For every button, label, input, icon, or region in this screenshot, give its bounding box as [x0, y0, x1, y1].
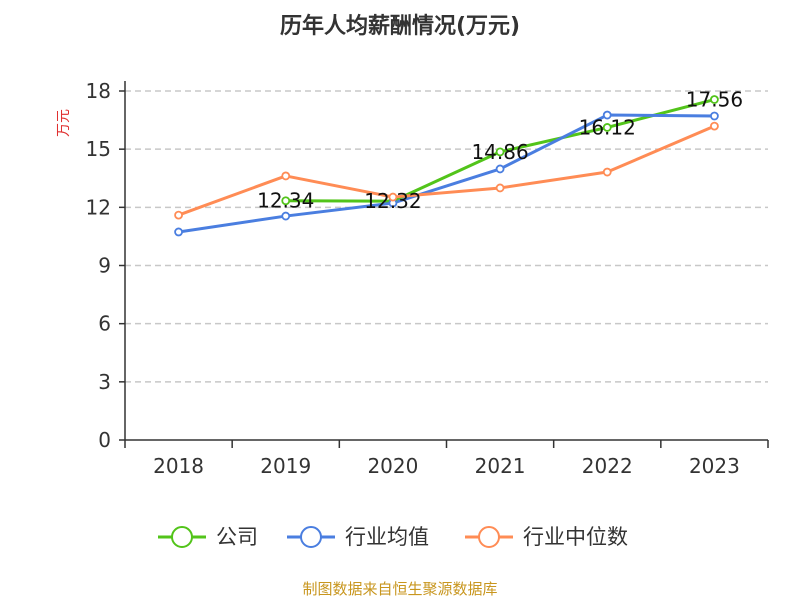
legend-marker-icon	[300, 526, 322, 548]
y-tick-label: 0	[98, 428, 111, 452]
data-point	[174, 227, 183, 237]
data-label: 17.56	[686, 88, 743, 112]
x-tick-label: 2021	[475, 454, 526, 478]
x-tick-label: 2022	[582, 454, 633, 478]
y-tick-label: 3	[98, 370, 111, 394]
data-point	[174, 210, 183, 220]
y-tick-label: 9	[98, 254, 111, 278]
legend-item-2[interactable]: 行业中位数	[465, 525, 628, 549]
data-point	[710, 95, 719, 104]
data-label: 12.34	[257, 189, 314, 213]
legend-marker-icon	[171, 526, 193, 548]
y-tick-label: 12	[86, 195, 111, 219]
legend-marker-icon	[478, 526, 500, 548]
data-point	[495, 164, 505, 174]
y-tick-label: 6	[98, 312, 111, 336]
series-line-1	[178, 113, 715, 234]
legend-label: 公司	[216, 525, 258, 549]
x-tick-label: 2019	[260, 454, 311, 478]
x-tick-label: 2020	[367, 454, 418, 478]
legend-item-1[interactable]: 行业均值	[287, 525, 429, 549]
data-point	[281, 211, 291, 221]
data-point	[710, 111, 719, 121]
data-point	[602, 110, 612, 120]
x-tick-label: 2018	[153, 454, 204, 478]
y-axis-label: 万元	[56, 109, 72, 137]
series-line-2	[178, 124, 716, 217]
data-label: 16.12	[579, 115, 636, 139]
legend-label: 行业中位数	[523, 525, 628, 549]
data-point	[602, 167, 612, 177]
data-point	[602, 123, 612, 132]
data-point	[710, 121, 719, 131]
data-point	[388, 192, 398, 202]
data-point	[495, 183, 505, 193]
y-tick-label: 15	[86, 137, 111, 161]
data-point	[281, 196, 291, 206]
legend-label: 行业均值	[345, 525, 429, 549]
source-note: 制图数据来自恒生聚源数据库	[302, 580, 497, 598]
data-point	[495, 147, 505, 157]
data-label: 14.86	[471, 140, 528, 164]
chart-title: 历年人均薪酬情况(万元)	[280, 13, 520, 39]
y-tick-label: 18	[86, 79, 111, 103]
data-point	[281, 171, 291, 181]
data-label: 12.32	[364, 189, 421, 213]
legend-item-0[interactable]: 公司	[158, 525, 258, 549]
x-tick-label: 2023	[689, 454, 740, 478]
